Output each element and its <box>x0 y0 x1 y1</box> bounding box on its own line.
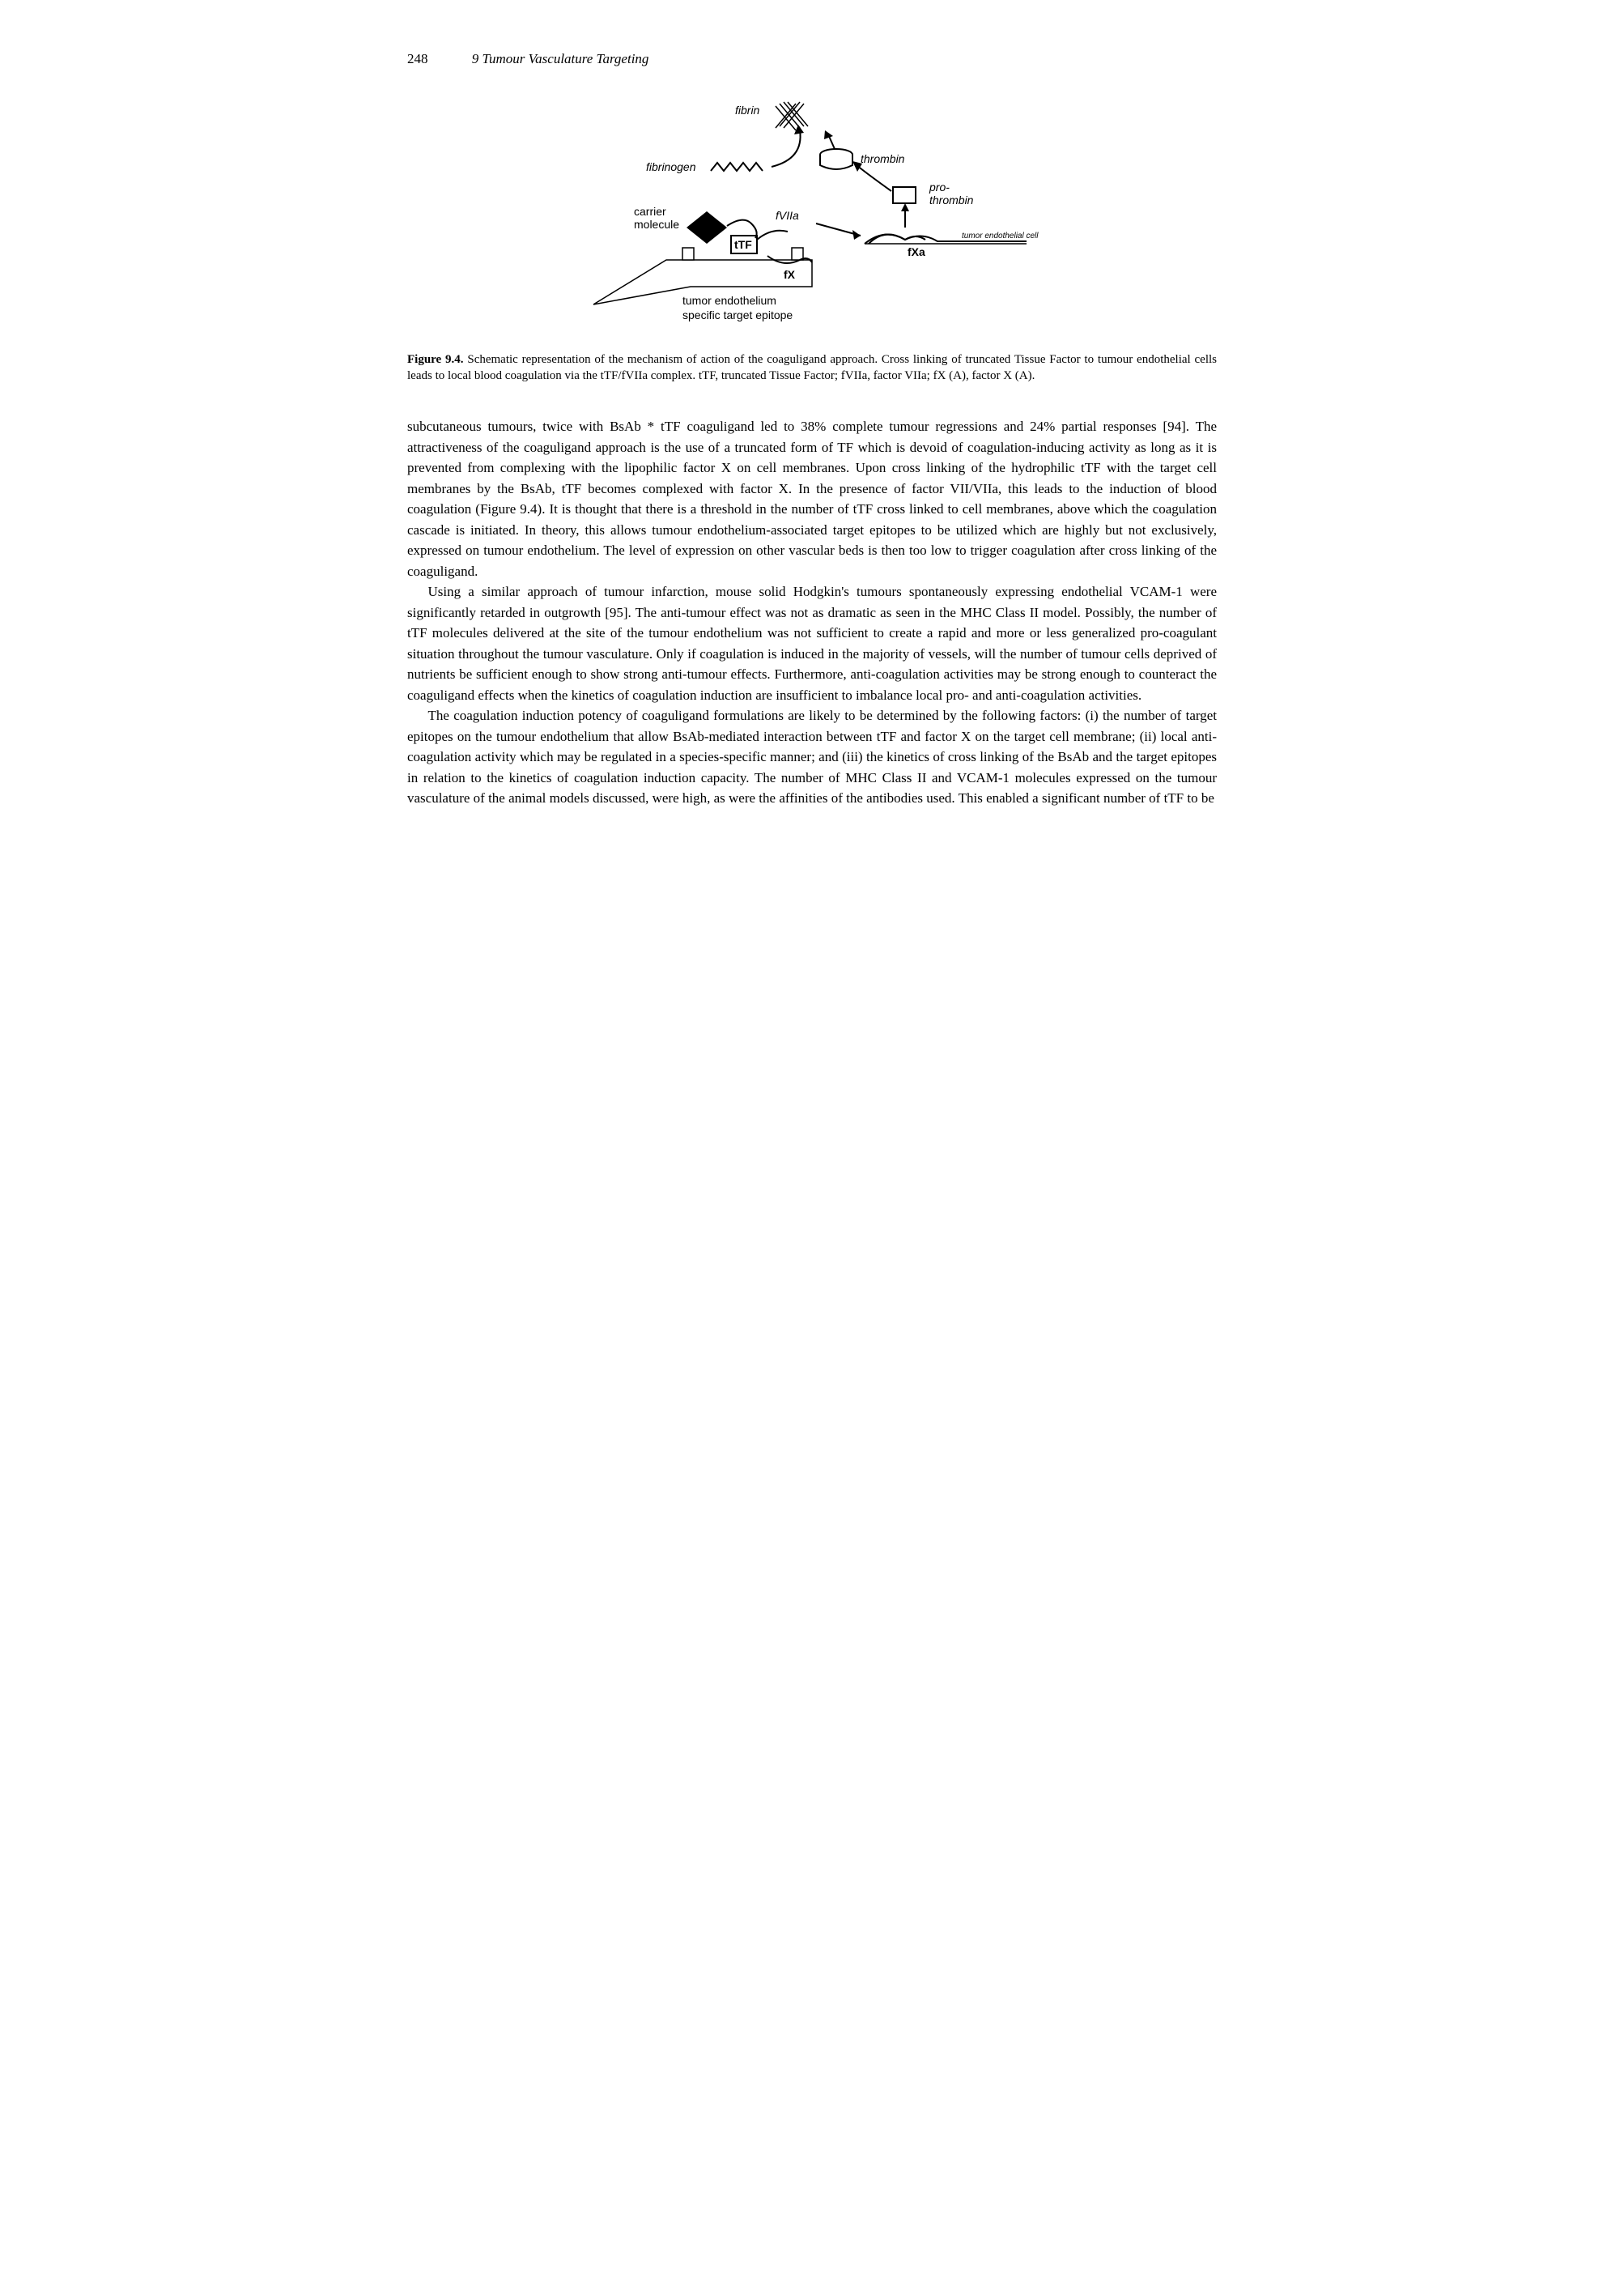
body-paragraph-3: The coagulation induction potency of coa… <box>407 705 1217 809</box>
svg-text:fX: fX <box>784 268 796 281</box>
coaguligand-schematic-svg: tumor endothelial cell carrier molecule … <box>585 94 1039 329</box>
page-header: 248 9 Tumour Vasculature Targeting <box>407 49 1217 70</box>
figure-caption: Figure 9.4. Schematic representation of … <box>407 351 1217 385</box>
svg-text:fXa: fXa <box>908 245 925 258</box>
svg-text:fibrin: fibrin <box>735 104 760 117</box>
svg-text:thrombin: thrombin <box>861 152 905 165</box>
svg-text:pro-: pro- <box>929 181 950 194</box>
svg-text:molecule: molecule <box>634 218 679 231</box>
svg-text:tumor endothelium: tumor endothelium <box>682 294 776 307</box>
svg-text:carrier: carrier <box>634 205 666 218</box>
svg-text:fibrinogen: fibrinogen <box>646 160 696 173</box>
figure-caption-text: Schematic representation of the mechanis… <box>407 353 1217 382</box>
figure-diagram: tumor endothelial cell carrier molecule … <box>407 94 1217 335</box>
svg-text:fVIIa: fVIIa <box>776 209 799 222</box>
page-number: 248 <box>407 49 428 70</box>
body-paragraph-2: Using a similar approach of tumour infar… <box>407 581 1217 705</box>
svg-text:tTF: tTF <box>734 238 752 251</box>
body-paragraph-1: subcutaneous tumours, twice with BsAb * … <box>407 416 1217 581</box>
svg-text:specific target epitope: specific target epitope <box>682 309 793 321</box>
chapter-title: 9 Tumour Vasculature Targeting <box>472 51 649 66</box>
svg-text:tumor endothelial cell: tumor endothelial cell <box>962 232 1039 240</box>
svg-text:thrombin: thrombin <box>929 194 974 206</box>
figure-caption-label: Figure 9.4. <box>407 353 464 366</box>
